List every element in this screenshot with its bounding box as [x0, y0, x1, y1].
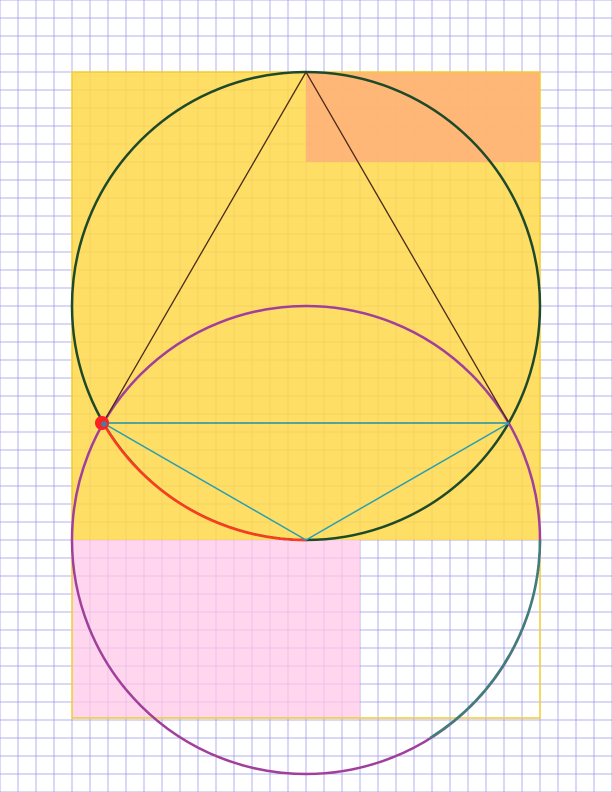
segment-left-to-bottom	[102, 422, 307, 541]
pink-region	[72, 540, 360, 718]
orange-region	[306, 72, 540, 162]
red-arc	[101, 422, 307, 542]
marked-point-center	[101, 421, 107, 427]
segment-right-to-bottom	[305, 422, 510, 541]
lower-circle-teal-arc	[429, 539, 542, 740]
